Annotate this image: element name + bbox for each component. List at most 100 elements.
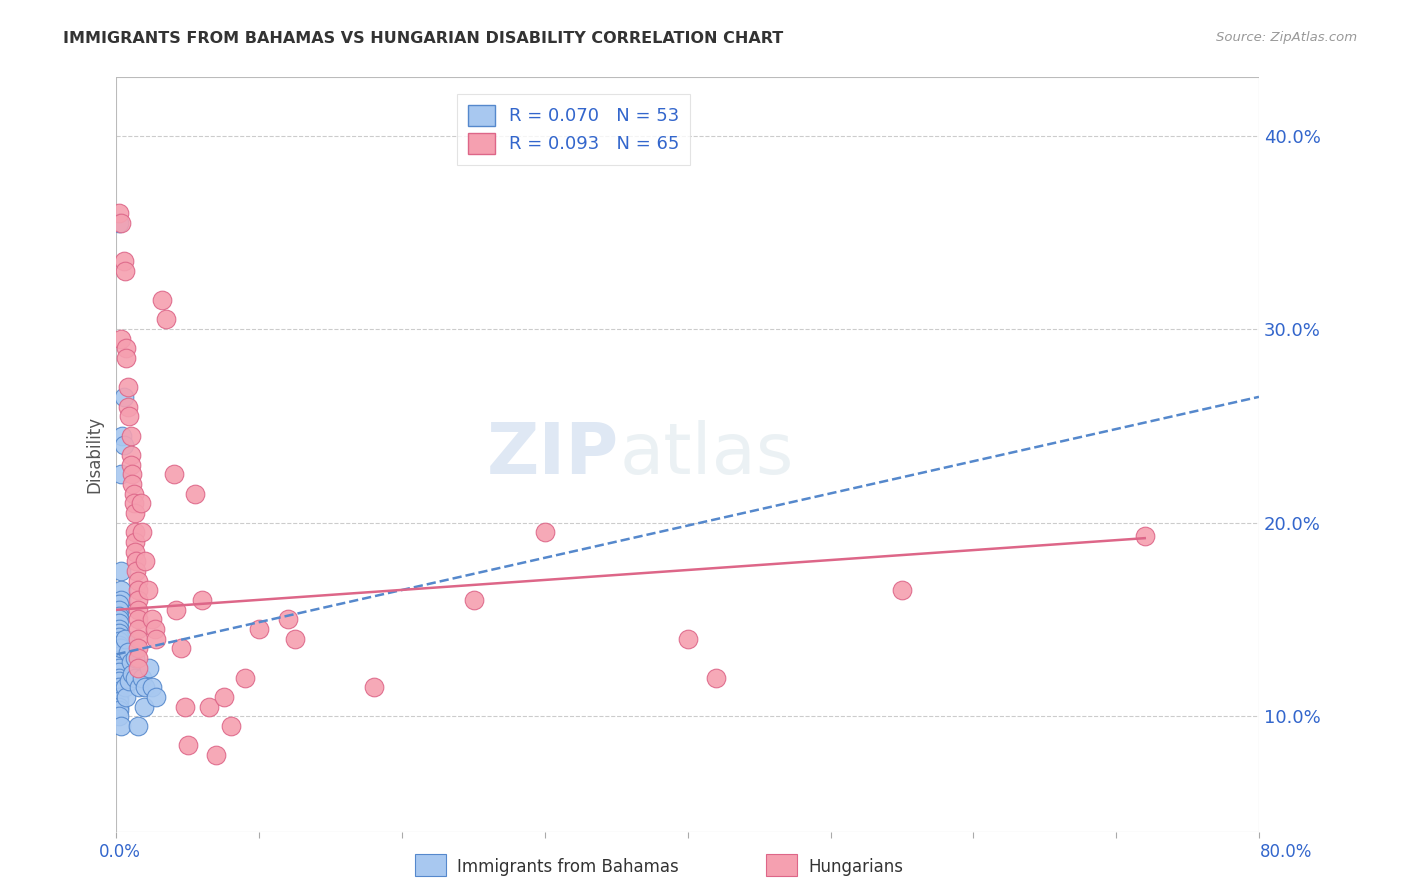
Point (145, 632, 167, 646)
Point (155, 312, 177, 326)
Point (117, 400, 139, 414)
Text: ZIP: ZIP (486, 420, 619, 490)
Point (108, 641, 131, 656)
Point (191, 593, 214, 607)
Point (110, 719, 132, 733)
Point (128, 680, 150, 694)
Point (134, 680, 156, 694)
Point (108, 703, 131, 717)
Point (212, 690, 235, 704)
Point (112, 438, 135, 452)
Point (108, 206, 131, 220)
Point (114, 680, 136, 694)
Point (277, 612, 299, 626)
Point (132, 699, 155, 714)
Point (162, 467, 184, 482)
Point (110, 467, 132, 482)
Point (127, 641, 149, 656)
Point (676, 632, 699, 646)
Point (174, 699, 197, 714)
Point (463, 593, 485, 607)
Point (110, 583, 132, 598)
Text: Hungarians: Hungarians (808, 858, 904, 876)
Point (115, 351, 138, 365)
Point (247, 622, 270, 636)
Text: Source: ZipAtlas.com: Source: ZipAtlas.com (1216, 31, 1357, 45)
Point (108, 671, 131, 685)
Point (125, 554, 148, 568)
Point (122, 486, 145, 500)
Point (124, 545, 146, 559)
Point (108, 608, 131, 623)
Point (108, 216, 131, 230)
Point (120, 458, 142, 472)
Point (110, 216, 132, 230)
Text: Immigrants from Bahamas: Immigrants from Bahamas (457, 858, 679, 876)
Point (127, 574, 149, 588)
Point (118, 674, 141, 689)
Text: 80.0%: 80.0% (1260, 843, 1313, 861)
Point (108, 633, 131, 648)
Point (108, 709, 131, 723)
Point (110, 641, 132, 656)
Point (145, 690, 167, 704)
Point (120, 428, 142, 442)
Point (127, 612, 149, 626)
Point (121, 477, 143, 491)
Point (136, 583, 159, 598)
Point (112, 390, 135, 404)
Point (127, 661, 149, 675)
Point (108, 657, 131, 671)
Point (108, 653, 131, 667)
Point (127, 593, 149, 607)
Point (170, 641, 193, 656)
Y-axis label: Disability: Disability (86, 417, 103, 493)
Point (108, 630, 131, 644)
Point (110, 332, 132, 346)
Point (124, 535, 146, 549)
Point (108, 684, 131, 698)
Point (120, 448, 142, 462)
Point (114, 264, 136, 278)
Point (177, 739, 200, 753)
Point (124, 525, 146, 540)
Point (284, 632, 307, 646)
Point (122, 496, 145, 510)
Point (110, 564, 132, 578)
Point (138, 661, 160, 675)
Point (127, 651, 149, 665)
Point (121, 666, 143, 681)
Point (115, 342, 138, 356)
Point (108, 612, 131, 626)
Point (127, 603, 149, 617)
Point (184, 486, 207, 500)
Point (131, 525, 153, 540)
Point (112, 254, 135, 268)
Point (127, 632, 149, 646)
Point (108, 645, 131, 659)
Text: atlas: atlas (619, 420, 793, 490)
Text: IMMIGRANTS FROM BAHAMAS VS HUNGARIAN DISABILITY CORRELATION CHART: IMMIGRANTS FROM BAHAMAS VS HUNGARIAN DIS… (63, 31, 783, 46)
Point (121, 467, 143, 482)
Point (111, 428, 134, 442)
Point (127, 622, 149, 636)
Point (141, 680, 163, 694)
Point (118, 409, 141, 424)
Point (108, 674, 131, 689)
Point (108, 699, 131, 714)
Point (108, 616, 131, 631)
Point (115, 690, 138, 704)
Point (108, 680, 131, 694)
Point (108, 690, 131, 704)
Point (363, 680, 385, 694)
Point (108, 597, 131, 611)
Point (124, 506, 146, 520)
Point (114, 632, 136, 646)
Point (890, 583, 912, 598)
Point (120, 655, 142, 669)
Point (110, 593, 132, 607)
Point (534, 525, 557, 540)
Point (108, 649, 131, 664)
Point (205, 747, 228, 762)
Point (143, 622, 166, 636)
